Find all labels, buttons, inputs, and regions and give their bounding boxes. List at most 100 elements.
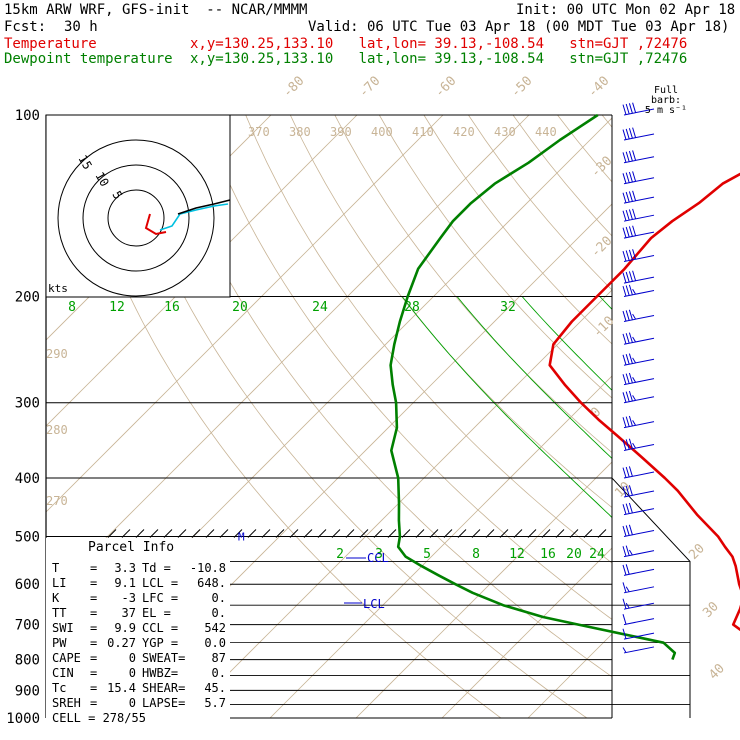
wind-barb-flag <box>622 210 627 221</box>
hatch-mark <box>569 529 579 538</box>
wind-barb <box>622 225 655 239</box>
wind-barb-flag <box>622 504 627 515</box>
parcel-key2: EL = <box>142 606 171 620</box>
wind-barb-flag <box>628 353 633 364</box>
mixing-ratio-label: 12 <box>509 547 525 562</box>
wet-bulb-label: 24 <box>312 300 328 315</box>
hatch-mark <box>541 529 551 538</box>
hatch-mark <box>499 529 509 538</box>
parcel-value2: 0. <box>211 606 226 620</box>
wind-barb-flag <box>632 420 637 426</box>
wind-barb-flag <box>632 288 637 295</box>
isotherm-tick-label: -60 <box>432 74 459 101</box>
parcel-eq: = <box>90 651 98 665</box>
wind-barb <box>622 150 655 164</box>
wind-barb-flag <box>632 208 637 220</box>
theta-label: 280 <box>46 423 68 437</box>
wind-barb <box>622 598 655 610</box>
parcel-cell: CELL = 278/55 <box>52 711 146 725</box>
hatch-mark <box>107 529 117 538</box>
pressure-tick-label: 800 <box>15 653 40 669</box>
isotherm-line <box>269 375 612 718</box>
wind-barb-flag <box>625 226 630 238</box>
barb-note-line1: Full barb: <box>650 85 682 106</box>
hatch-mark <box>471 529 481 538</box>
wind-barb-flag <box>625 271 630 283</box>
mixing-ratio-label: 3 <box>375 547 383 562</box>
dewpoint-trace <box>389 113 677 661</box>
pressure-tick-label: 900 <box>15 683 40 699</box>
wind-barb-flag <box>632 395 637 401</box>
hatch-mark <box>233 529 243 538</box>
moist-adiabat-line <box>599 296 612 310</box>
wind-barb <box>622 127 655 141</box>
pressure-tick-label: 100 <box>15 108 40 124</box>
temperature-legend: Temperature <box>4 36 97 52</box>
wind-barb-flag <box>625 564 630 575</box>
wind-barb-flag <box>622 251 627 262</box>
wind-barb-flag <box>622 486 627 497</box>
parcel-value: 37 <box>121 606 136 620</box>
wind-barb <box>622 171 655 185</box>
wind-barb-flag <box>622 647 627 653</box>
wind-barb <box>622 390 655 404</box>
parcel-eq: = <box>90 621 98 635</box>
wind-barb-flag <box>622 582 627 593</box>
wind-barb-flag <box>632 313 637 320</box>
parcel-key2: HWBZ= <box>142 666 179 680</box>
hatch-mark <box>177 529 187 538</box>
parcel-key: Tc <box>52 681 67 695</box>
pressure-tick-label: 300 <box>15 396 40 412</box>
wind-barb <box>622 415 655 429</box>
hatch-mark <box>597 529 607 538</box>
hatch-mark <box>121 529 131 538</box>
hatch-mark <box>429 529 439 538</box>
isotherm-tick-label: -70 <box>356 74 383 101</box>
dry-adiabat-line <box>245 115 612 564</box>
parcel-value2: 648. <box>197 576 226 590</box>
hatch-mark <box>387 529 397 538</box>
wind-barb-staff <box>623 646 655 654</box>
parcel-key2: LCL = <box>142 576 179 590</box>
ccl-marker-label: CCL <box>367 551 389 565</box>
parcel-eq: = <box>90 606 98 620</box>
theta-e-label: 410 <box>412 125 434 139</box>
wind-barb-flag <box>625 128 630 140</box>
wind-barb <box>622 270 655 284</box>
isotherm-line <box>700 115 740 718</box>
wind-barb-flag <box>622 354 627 365</box>
wind-barbs <box>622 102 655 654</box>
temperature-trace <box>548 172 740 632</box>
theta-e-label: 420 <box>453 125 475 139</box>
parcel-value: -3 <box>121 591 136 605</box>
dry-adiabat-line <box>601 115 612 128</box>
wind-barb <box>622 646 655 654</box>
moist-adiabat-line <box>693 297 740 719</box>
parcel-eq: = <box>90 681 98 695</box>
parcel-key2: LAPSE= <box>142 696 186 710</box>
wind-barb-flag <box>628 502 633 514</box>
wind-barb-flag <box>632 442 637 449</box>
isotherm-tick-label: -20 <box>588 234 615 261</box>
wind-barb-flag <box>622 152 627 163</box>
fcst-label: Fcst: <box>4 19 47 35</box>
fcst-value: 30 h <box>64 19 98 35</box>
parcel-key2: Td = <box>142 561 171 575</box>
hatch-mark <box>317 529 327 538</box>
wind-barb <box>622 582 655 594</box>
wet-bulb-label: 12 <box>109 300 125 315</box>
barb-note: Full barb: 5 m s⁻¹ <box>636 86 696 116</box>
init-time: Init: 00 UTC Mon 02 Apr 18 <box>516 2 736 18</box>
wind-barb <box>622 332 655 345</box>
theta-label: 290 <box>46 347 68 361</box>
wind-barb-flag <box>632 249 637 260</box>
isotherm-tick-label: 40 <box>706 661 728 683</box>
parcel-key2: SWEAT= <box>142 651 186 665</box>
wind-barb <box>622 249 655 263</box>
parcel-key2: LFC = <box>142 591 179 605</box>
wind-barb-flag <box>625 354 630 365</box>
hodograph-high <box>177 199 231 215</box>
m-marker: M <box>238 530 245 543</box>
parcel-key2: SHEAR= <box>142 681 186 695</box>
wind-barb-flag <box>632 336 637 343</box>
